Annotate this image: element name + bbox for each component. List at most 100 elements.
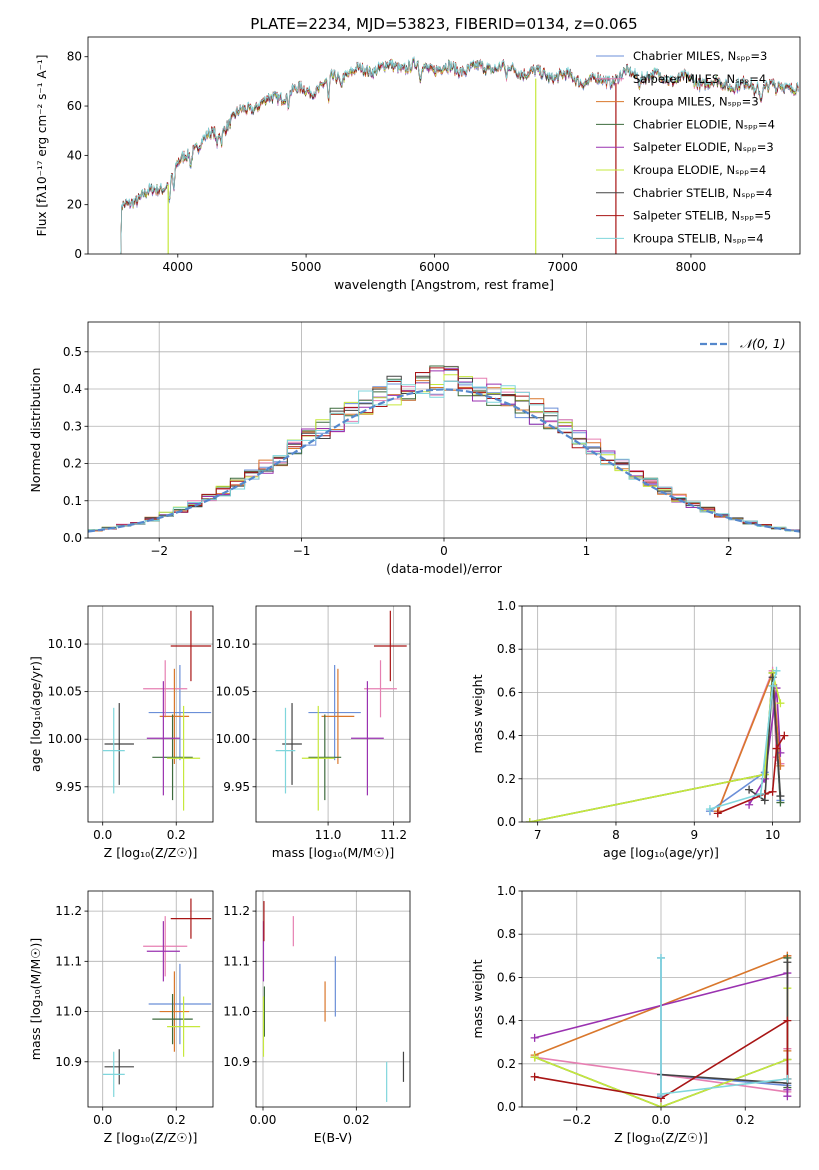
axes-spectrum: 4000 5000 6000 7000 8000 0 20 40 60 80 wavelength … [35, 15, 801, 292]
y-tick-label: 10.05 [216, 685, 250, 699]
x-tick-label: 4000 [163, 260, 194, 274]
spectrum-series [120, 58, 799, 254]
weight-marker [657, 1090, 665, 1099]
weight-marker [783, 1074, 792, 1083]
weight-marker [657, 1103, 665, 1107]
x-axis-label: age [log₁₀(age/yr)] [603, 845, 719, 860]
y-axis-label: mass weight [470, 674, 485, 753]
y-tick-label: 40 [67, 148, 82, 162]
spectrum-legend: Chabrier MILES, Nₛₚₚ=3 Salpeter MILES, Nₛ… [596, 49, 775, 245]
errorbars-age_vs_mass [275, 610, 407, 811]
axes-weight_vs_Z: −0.2 0.0 0.2 0.0 0.2 0.4 0.6 0.8 1.0 Z [log₁₀(Z/Z… [470, 884, 801, 1145]
weight-marker [783, 958, 792, 967]
x-tick-label: 11.0 [315, 828, 342, 842]
y-tick-label: 11.2 [55, 904, 82, 918]
y-tick-label: 0.2 [497, 1057, 516, 1071]
axes-mass_vs_Z: 0.0 0.2 10.9 11.0 11.1 11.2 Z [log₁₀(Z/Z☉)] mas… [28, 890, 214, 1145]
weight-marker [745, 785, 754, 794]
x-axis-label: (data-model)/error [386, 561, 503, 576]
legend-label: Kroupa MILES, Nₛₚₚ=3 [633, 95, 759, 109]
y-tick-label: 9.95 [55, 780, 82, 794]
weight-marker [530, 1033, 539, 1042]
x-tick-label: 0.2 [736, 1113, 755, 1127]
x-tick-label: 0.2 [167, 1113, 186, 1127]
y-tick-label: 9.95 [223, 780, 250, 794]
x-tick-label: 0.0 [93, 1113, 112, 1127]
y-tick-label: 0.1 [63, 494, 82, 508]
normal-curve [88, 388, 800, 533]
y-tick-label: 11.0 [223, 1005, 250, 1019]
axes-frame [87, 321, 801, 539]
errorbar-point [104, 1049, 134, 1085]
y-tick-label: 0.4 [497, 729, 516, 743]
y-axis-label: mass weight [470, 959, 485, 1038]
y-tick-label: 0.8 [497, 927, 516, 941]
spectrum-series [120, 55, 799, 254]
x-axis-label: E(B-V) [314, 1130, 353, 1145]
errorbar-point [159, 971, 190, 1052]
y-tick-label: 11.1 [55, 954, 82, 968]
errorbar-point [170, 610, 212, 682]
y-axis-label: mass [log₁₀(M/M☉)] [28, 938, 43, 1060]
x-axis-label: Z [log₁₀(Z/Z☉)] [104, 1130, 198, 1145]
errorbar-point [146, 921, 180, 982]
spectrum-series [120, 59, 799, 254]
x-axis-label: Z [log₁₀(Z/Z☉)] [104, 845, 198, 860]
axes-frame [255, 890, 411, 1108]
weight-marker [745, 800, 754, 809]
y-tick-label: 10.9 [223, 1055, 250, 1069]
y-tick-label: 0.0 [497, 815, 516, 829]
errorbar-point [152, 993, 193, 1045]
y-tick-label: 11.2 [223, 904, 250, 918]
errorbar-point [102, 1051, 125, 1097]
y-tick-label: 10.00 [216, 732, 250, 746]
legend-label: 𝒩(0, 1) [740, 336, 786, 351]
errorbar-point [321, 668, 355, 764]
errorbars-age_vs_Z [102, 610, 212, 811]
y-tick-label: 20 [67, 198, 82, 212]
axes-frame [255, 605, 411, 823]
x-tick-label: 0.00 [250, 1113, 277, 1127]
weight-series [534, 1019, 789, 1100]
errorbar-point [146, 681, 180, 796]
errorbars-mass_vs_Z [102, 898, 212, 1097]
errorbar-point [152, 714, 193, 801]
weight-lines-weight_vs_Z [530, 951, 792, 1107]
legend-label: Salpeter MILES, Nₛₚₚ=4 [633, 72, 766, 86]
weight-marker [705, 805, 714, 814]
weight-marker [780, 731, 789, 740]
y-tick-label: 10.10 [216, 637, 250, 651]
legend-label: Kroupa ELODIE, Nₛₚₚ=4 [633, 163, 766, 177]
errorbar-point [308, 714, 342, 801]
y-tick-label: 11.0 [55, 1005, 82, 1019]
weight-marker [657, 953, 665, 962]
x-tick-label: 0.0 [93, 828, 112, 842]
y-tick-label: 0 [74, 247, 82, 261]
axes-age_vs_mass: 11.0 11.2 9.95 10.00 10.05 10.10 mass [log₁₀(M… [216, 605, 411, 860]
errorbar-point [275, 707, 296, 794]
y-tick-label: 0.6 [497, 685, 516, 699]
weight-series [748, 687, 782, 806]
x-axis-label: wavelength [Angstrom, rest frame] [334, 277, 554, 292]
x-tick-label: 1 [583, 544, 591, 558]
errorbar-point [167, 705, 201, 811]
y-axis-label: age [log₁₀(age/yr)] [28, 656, 43, 772]
y-tick-label: 1.0 [497, 599, 516, 613]
axes-weight_vs_age: 7 8 9 10 0.0 0.2 0.4 0.6 0.8 1.0 age [log₁₀(age/yr… [470, 599, 801, 860]
legend-label: Chabrier ELODIE, Nₛₚₚ=4 [633, 117, 775, 131]
weight-marker [760, 770, 769, 779]
spectrum-series [120, 59, 799, 254]
weight-marker [768, 681, 777, 690]
weight-marker [530, 1072, 539, 1081]
legend-label: Salpeter ELODIE, Nₛₚₚ=3 [633, 140, 774, 154]
legend-label: Salpeter STELIB, Nₛₚₚ=5 [633, 209, 771, 223]
spectrum-lines [120, 55, 799, 254]
x-tick-label: 8 [612, 828, 620, 842]
errorbar-point [148, 664, 212, 761]
errorbar-point [159, 668, 190, 764]
y-tick-label: 0.4 [63, 382, 82, 396]
weight-marker [776, 699, 785, 708]
x-tick-label: 7 [534, 828, 542, 842]
weight-marker [768, 787, 777, 796]
